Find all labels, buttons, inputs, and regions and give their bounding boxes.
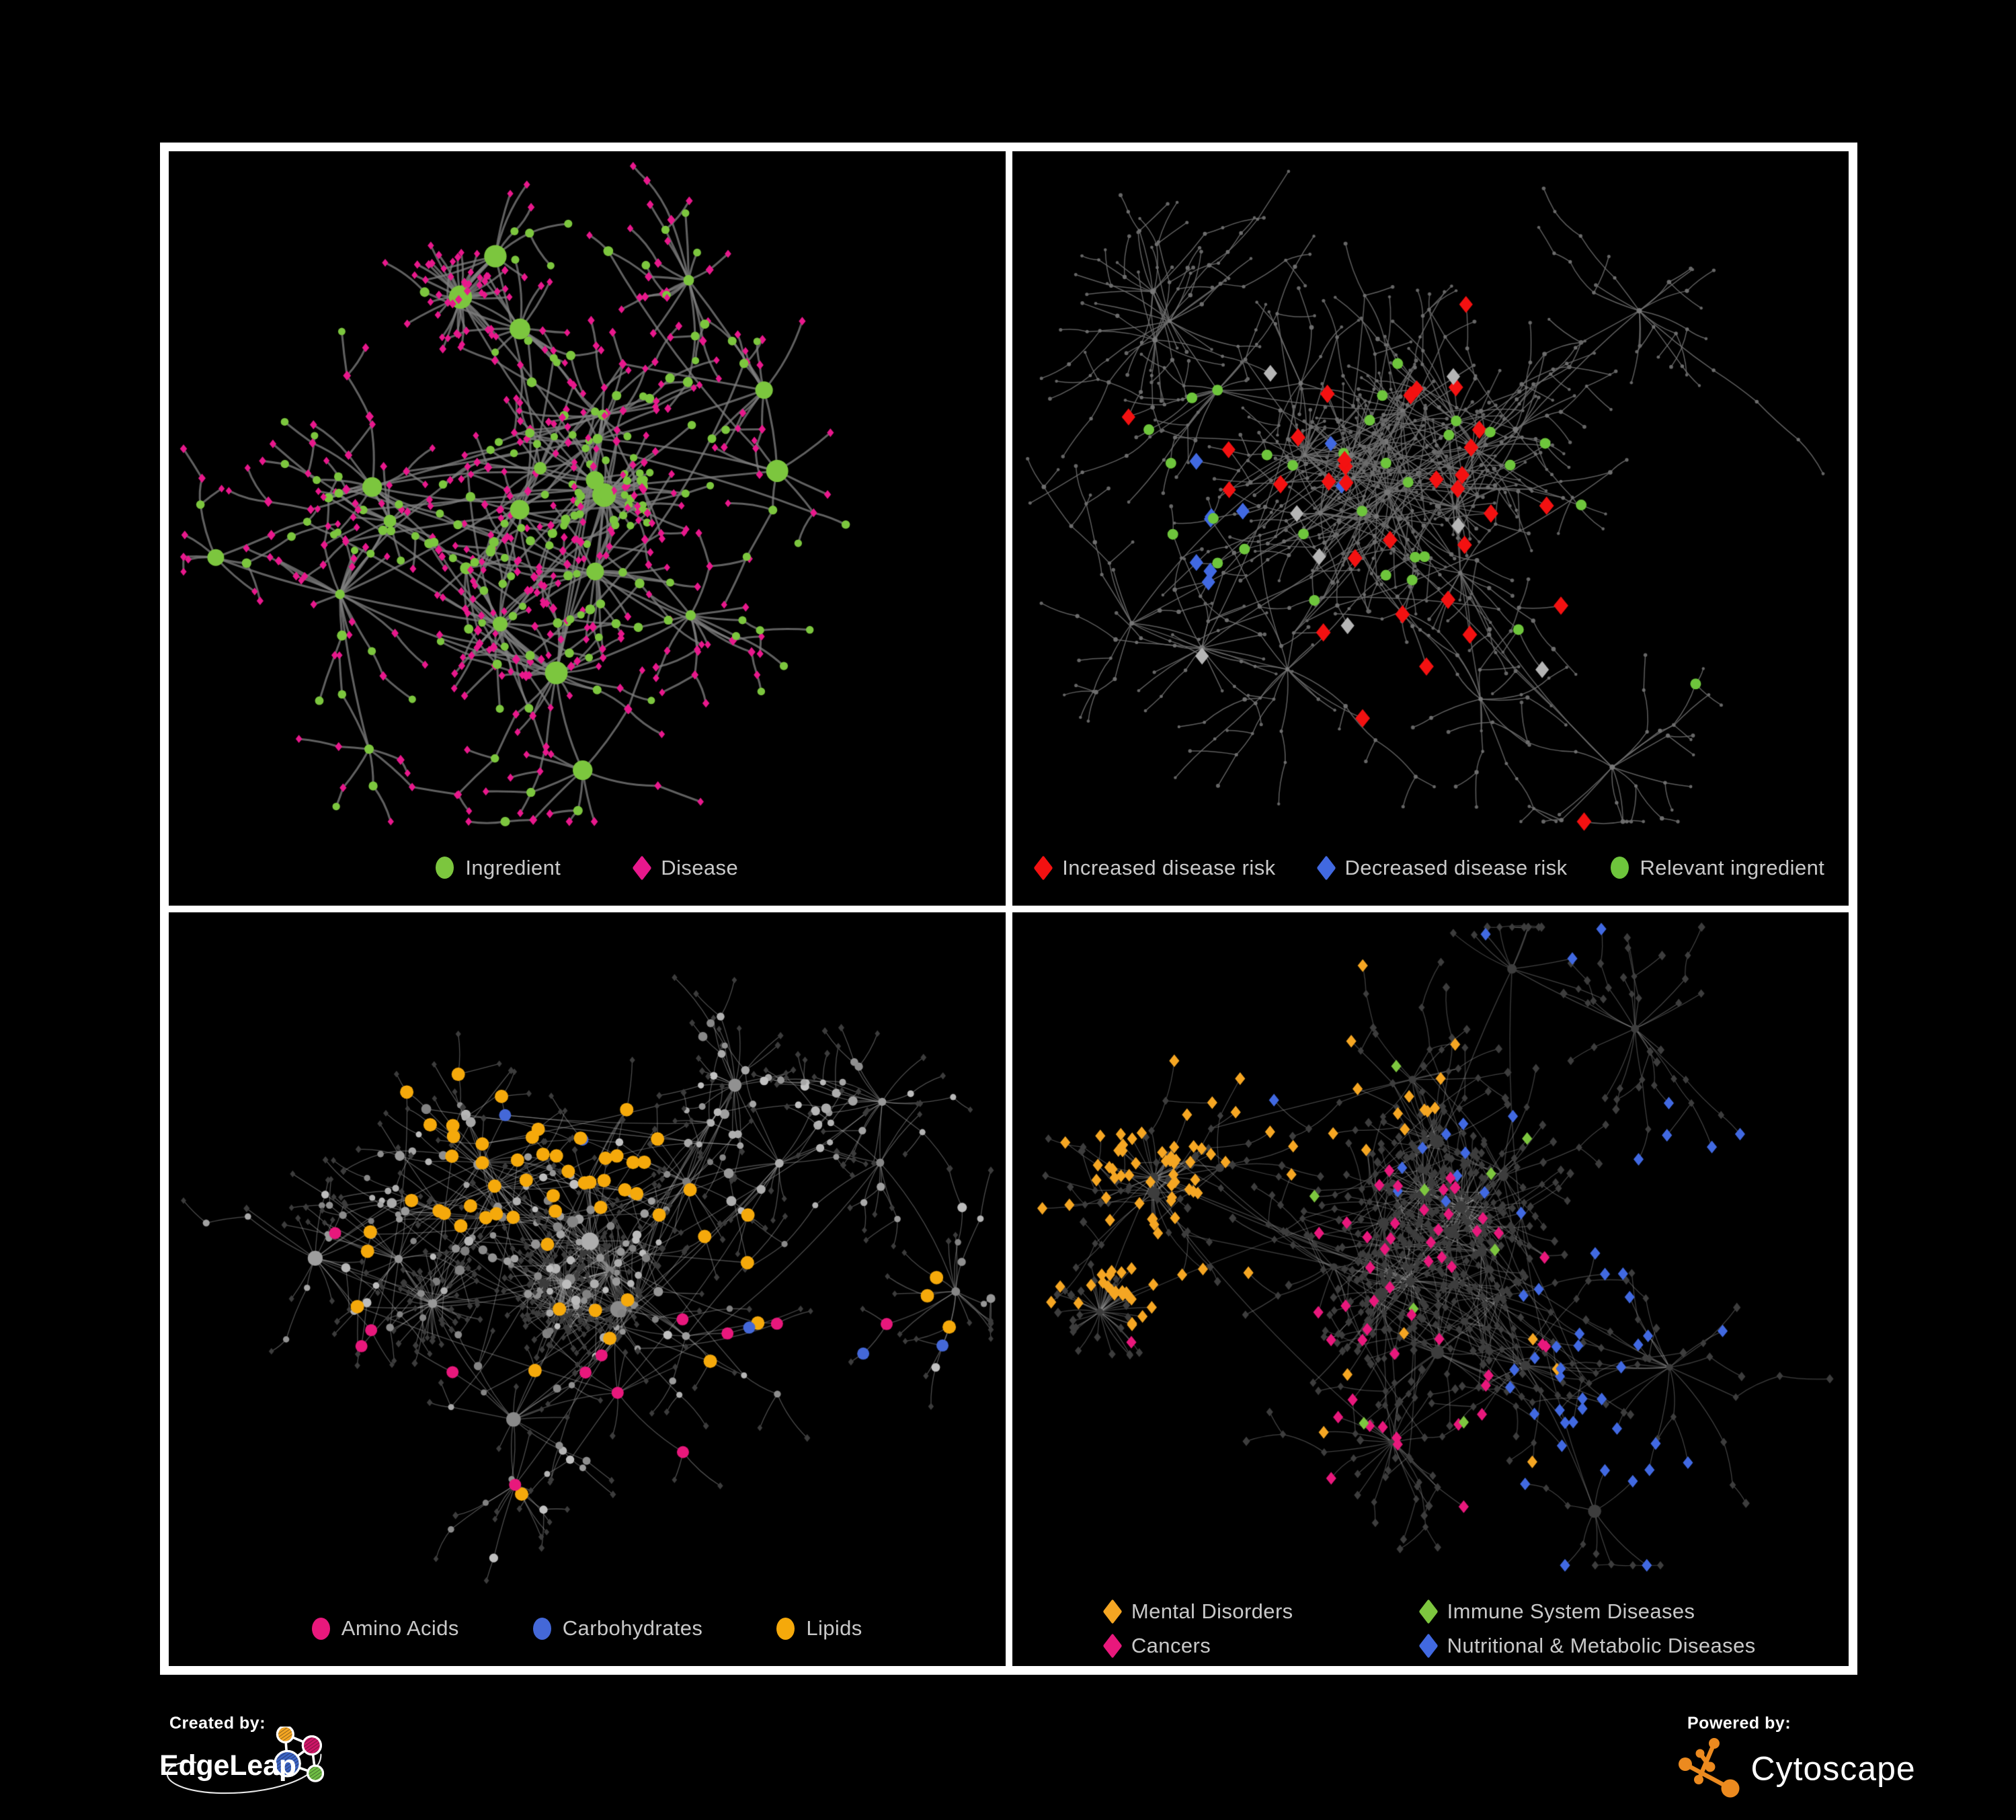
legend-label: Decreased disease risk	[1344, 855, 1568, 879]
legend-label: Disease	[661, 855, 739, 879]
legend-disease-classes: Mental Disorders Immune System Diseases Ca…	[1012, 1599, 1849, 1659]
macronutrient-network-graph	[169, 912, 1006, 1666]
disease-classes-network-graph	[1012, 912, 1849, 1666]
legend-label: Mental Disorders	[1131, 1599, 1293, 1623]
legend-item-immune-system-diseases: Immune System Diseases	[1418, 1599, 1756, 1624]
legend-label: Cancers	[1131, 1634, 1211, 1657]
legend-label: Relevant ingredient	[1640, 855, 1825, 879]
legend-label: Immune System Diseases	[1447, 1599, 1695, 1623]
edgeleap-logo-nodes	[274, 1727, 325, 1782]
legend-item-decreased-disease-risk: Decreased disease risk	[1316, 855, 1568, 881]
legend-swatch-circle	[776, 1617, 795, 1640]
ingredient-disease-network-graph	[169, 151, 1006, 906]
disease-risk-network-graph	[1012, 151, 1849, 906]
panel-grid: Ingredient Disease Increased disease risk…	[160, 143, 1857, 1675]
legend-swatch-diamond	[1418, 1599, 1438, 1624]
panel-macronutrient-classes: Amino Acids Carbohydrates Lipids	[169, 912, 1006, 1666]
cytoscape-logo: Cytoscape	[1679, 1738, 1916, 1798]
legend-macronutrients: Amino Acids Carbohydrates Lipids	[169, 1616, 1006, 1640]
legend-disease-risk: Increased disease risk Decreased disease …	[1012, 855, 1849, 881]
legend-item-cancers: Cancers	[1102, 1633, 1293, 1659]
legend-label: Lipids	[806, 1616, 862, 1640]
legend-swatch-diamond	[1418, 1633, 1438, 1659]
legend-item-disease: Disease	[632, 855, 739, 881]
legend-item-amino-acids: Amino Acids	[311, 1616, 459, 1640]
panel-disease-classes: Mental Disorders Immune System Diseases Ca…	[1012, 912, 1849, 1666]
edgeleap-swoosh	[166, 1753, 322, 1794]
legend-swatch-circle	[1610, 857, 1629, 879]
legend-item-relevant-ingredient: Relevant ingredient	[1610, 855, 1825, 880]
legend-swatch-diamond	[1033, 855, 1053, 881]
legend-swatch-circle	[532, 1617, 551, 1640]
edgeleap-wordmark: EdgeLeap	[159, 1749, 296, 1782]
legend-item-ingredient: Ingredient	[436, 856, 561, 880]
legend-item-lipids: Lipids	[776, 1616, 862, 1640]
legend-item-nutritional-metabolic-diseases: Nutritional & Metabolic Diseases	[1418, 1633, 1756, 1659]
legend-item-increased-disease-risk: Increased disease risk	[1033, 855, 1276, 881]
legend-swatch-diamond	[632, 855, 652, 881]
legend-ingredient-disease: Ingredient Disease	[169, 855, 1006, 881]
legend-swatch-diamond	[1102, 1633, 1123, 1659]
legend-swatch-diamond	[1316, 855, 1336, 881]
legend-swatch-circle	[436, 857, 454, 879]
panel-ingredient-disease: Ingredient Disease	[169, 151, 1006, 906]
legend-label: Amino Acids	[341, 1616, 459, 1640]
edgeleap-logo: EdgeLeap	[159, 1727, 325, 1794]
created-by-caption: Created by:	[169, 1714, 266, 1733]
legend-label: Carbohydrates	[562, 1616, 703, 1640]
legend-label: Ingredient	[465, 855, 561, 879]
cytoscape-wordmark: Cytoscape	[1751, 1750, 1916, 1788]
legend-swatch-diamond	[1102, 1599, 1123, 1624]
legend-item-mental-disorders: Mental Disorders	[1102, 1599, 1293, 1624]
panel-disease-risk: Increased disease risk Decreased disease …	[1012, 151, 1849, 906]
legend-item-carbohydrates: Carbohydrates	[532, 1616, 703, 1640]
legend-label: Nutritional & Metabolic Diseases	[1447, 1634, 1756, 1657]
legend-label: Increased disease risk	[1062, 855, 1276, 879]
powered-by-caption: Powered by:	[1687, 1714, 1791, 1733]
legend-swatch-circle	[311, 1617, 330, 1640]
cytoscape-icon-nodes	[1679, 1738, 1740, 1798]
